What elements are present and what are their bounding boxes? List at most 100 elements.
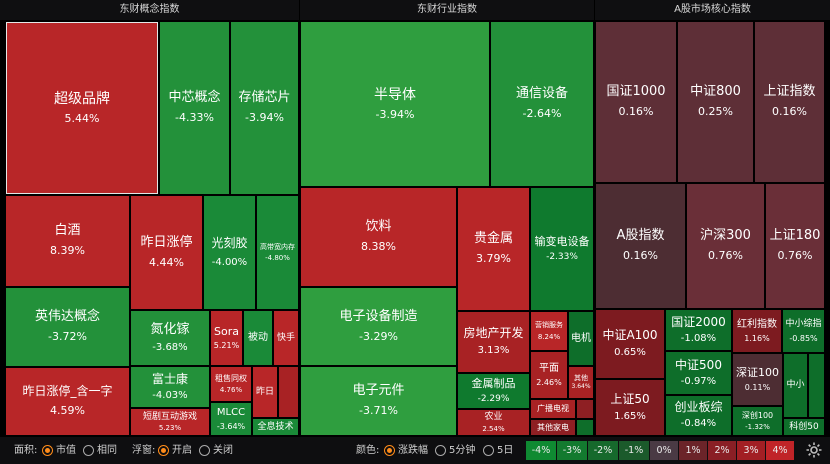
tile-spare-1[interactable]: [278, 366, 299, 418]
area-radio-equal[interactable]: [83, 445, 94, 456]
tile-name: 深创100: [741, 411, 774, 421]
tile-change: 0.11%: [744, 383, 771, 393]
tile-name: 被动: [248, 332, 268, 344]
tile-国证2000[interactable]: 国证2000 -1.08%: [665, 309, 732, 351]
float-label: 浮窗:: [132, 445, 156, 456]
tile-name: 通信设备: [515, 86, 568, 102]
legend-swatch: 1%: [679, 441, 707, 460]
tile-change: -1.32%: [745, 422, 770, 431]
section-header-industry: 东财行业指数: [300, 0, 594, 20]
color-option-change[interactable]: 涨跌幅: [398, 445, 428, 456]
tile-国证1000[interactable]: 国证1000 0.16%: [595, 21, 677, 183]
tile-科创50[interactable]: 科创50: [783, 418, 825, 436]
tile-半导体[interactable]: 半导体 -3.94%: [300, 21, 490, 187]
tile-中小综指[interactable]: 中小综指 -0.85%: [782, 309, 825, 353]
tile-name: 深证100: [736, 365, 779, 379]
tile-高带宽内存[interactable]: 高带宽内存 -4.80%: [256, 195, 299, 310]
color-option-5min[interactable]: 5分钟: [449, 445, 476, 456]
tile-change: -3.68%: [152, 341, 188, 353]
tile-change: -3.94%: [375, 107, 415, 121]
tile-存储芯片[interactable]: 存储芯片 -3.94%: [230, 21, 299, 195]
tile-氮化镓[interactable]: 氮化镓 -3.68%: [130, 310, 210, 366]
tile-name: 半导体: [374, 86, 416, 103]
tile-广播电视[interactable]: 广播电视: [530, 399, 576, 419]
tile-平面[interactable]: 平面 2.46%: [530, 351, 568, 399]
tile-光刻胶[interactable]: 光刻胶 -4.00%: [203, 195, 256, 310]
tile-房地产开发[interactable]: 房地产开发 3.13%: [457, 311, 530, 373]
area-option-equal[interactable]: 相同: [97, 445, 117, 456]
tile-英伟达概念[interactable]: 英伟达概念 -3.72%: [5, 287, 130, 367]
tile-白酒[interactable]: 白酒 8.39%: [5, 195, 130, 287]
color-radio-change[interactable]: [384, 445, 395, 456]
tile-深创100[interactable]: 深创100 -1.32%: [732, 406, 783, 436]
float-option-on[interactable]: 开启: [172, 445, 192, 456]
tile-中证800[interactable]: 中证800 0.25%: [677, 21, 754, 183]
tile-创业板综[interactable]: 创业板综 -0.84%: [665, 395, 732, 436]
float-option-off[interactable]: 关闭: [213, 445, 233, 456]
tile-name: 农业: [484, 412, 503, 423]
tile-A股指数[interactable]: A股指数 0.16%: [595, 183, 686, 309]
tile-change: -0.97%: [680, 375, 717, 387]
tile-上证指数[interactable]: 上证指数 0.16%: [754, 21, 825, 183]
tile-中芯概念[interactable]: 中芯概念 -4.33%: [159, 21, 230, 195]
tile-name: 其他家电: [537, 422, 569, 432]
float-radio-on[interactable]: [158, 445, 169, 456]
tile-change: -2.29%: [477, 393, 510, 404]
tile-change: 0.25%: [698, 105, 733, 119]
tile-饮料[interactable]: 饮料 8.38%: [300, 187, 457, 287]
tile-中证A100[interactable]: 中证A100 0.65%: [595, 309, 665, 379]
area-radio-market-cap[interactable]: [42, 445, 53, 456]
tile-沪深300[interactable]: 沪深300 0.76%: [686, 183, 765, 309]
tile-贵金属[interactable]: 贵金属 3.79%: [457, 187, 530, 311]
float-radio-off[interactable]: [199, 445, 210, 456]
tile-农业[interactable]: 农业 2.54%: [457, 409, 530, 436]
color-option-5day[interactable]: 5日: [497, 445, 514, 456]
tile-name: 电子元件: [352, 383, 405, 399]
tile-change: 3.79%: [476, 252, 511, 266]
tile-营销服务[interactable]: 营销服务 8.24%: [530, 311, 568, 351]
tile-MLCC[interactable]: MLCC -3.64%: [210, 402, 252, 436]
legend-swatch: -3%: [557, 441, 587, 460]
tile-昨日涨停[interactable]: 昨日涨停 4.44%: [130, 195, 203, 310]
tile-spare-2[interactable]: [576, 399, 594, 419]
tile-超级品牌[interactable]: 超级品牌 5.44%: [5, 21, 159, 195]
gear-icon[interactable]: [804, 440, 824, 460]
tile-change: -2.33%: [546, 252, 578, 263]
tile-spare-4[interactable]: [808, 353, 825, 418]
tile-电机[interactable]: 电机: [568, 311, 594, 366]
tile-name: 房地产开发: [463, 326, 524, 341]
tile-租售同权[interactable]: 租售同权 4.76%: [210, 366, 252, 402]
tile-上证50[interactable]: 上证50 1.65%: [595, 379, 665, 436]
tile-输变电设备[interactable]: 输变电设备 -2.33%: [530, 187, 594, 311]
color-radio-5min[interactable]: [435, 445, 446, 456]
legend-swatch: 0%: [650, 441, 678, 460]
tile-金属制品[interactable]: 金属制品 -2.29%: [457, 373, 530, 409]
tile-name: 平面: [539, 362, 559, 374]
tile-电子元件[interactable]: 电子元件 -3.71%: [300, 366, 457, 436]
tile-Sora[interactable]: Sora 5.21%: [210, 310, 243, 366]
tile-上证180[interactable]: 上证180 0.76%: [765, 183, 825, 309]
tile-中小[interactable]: 中小: [783, 353, 808, 418]
tile-昨日[interactable]: 昨日: [252, 366, 278, 418]
tile-其他家电[interactable]: 其他家电: [530, 419, 576, 436]
tile-change: -4.00%: [211, 256, 248, 268]
color-radio-5day[interactable]: [483, 445, 494, 456]
tile-change: 0.76%: [777, 249, 813, 263]
tile-深证100[interactable]: 深证100 0.11%: [732, 353, 783, 406]
tile-通信设备[interactable]: 通信设备 -2.64%: [490, 21, 594, 187]
tile-短剧互动游戏[interactable]: 短剧互动游戏 5.23%: [130, 408, 210, 436]
tile-全息技术[interactable]: 全息技术: [252, 418, 299, 436]
tile-change: -2.64%: [522, 107, 562, 121]
tile-change: -1.08%: [680, 332, 717, 344]
area-option-market-cap[interactable]: 市值: [56, 445, 76, 456]
tile-富士康[interactable]: 富士康 -4.03%: [130, 366, 210, 408]
tile-快手[interactable]: 快手: [273, 310, 299, 366]
tile-被动[interactable]: 被动: [243, 310, 273, 366]
tile-电子设备制造[interactable]: 电子设备制造 -3.29%: [300, 287, 457, 366]
tile-change: 2.54%: [482, 424, 505, 433]
tile-昨日涨停_含一字[interactable]: 昨日涨停_含一字 4.59%: [5, 367, 130, 436]
tile-spare-3[interactable]: [576, 419, 594, 436]
tile-中证500[interactable]: 中证500 -0.97%: [665, 351, 732, 395]
tile-其他[interactable]: 其他 3.64%: [568, 366, 594, 399]
tile-红利指数[interactable]: 红利指数 1.16%: [732, 309, 782, 353]
